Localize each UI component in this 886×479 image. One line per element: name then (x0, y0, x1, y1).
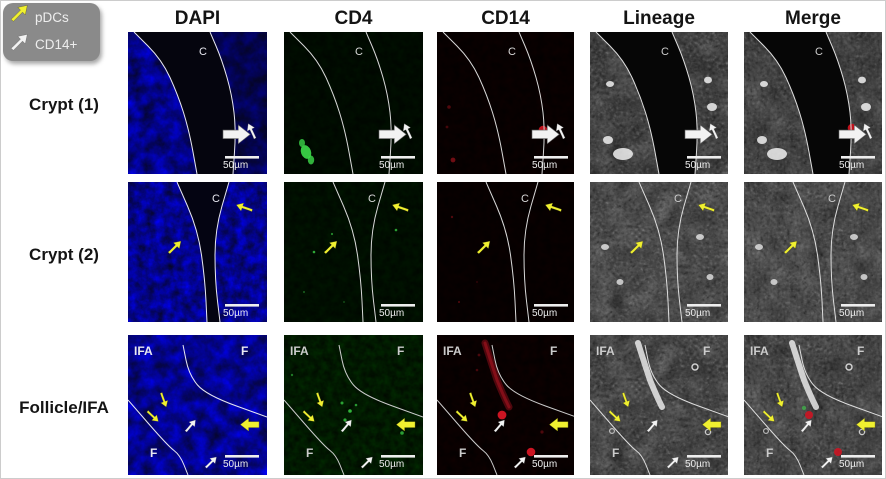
svg-text:F: F (150, 446, 157, 460)
svg-text:C: C (674, 193, 682, 205)
svg-text:50µm: 50µm (223, 459, 248, 470)
svg-text:F: F (397, 344, 404, 358)
svg-text:IFA: IFA (290, 344, 309, 358)
svg-text:IFA: IFA (750, 344, 769, 358)
svg-text:C: C (521, 193, 529, 205)
svg-text:F: F (550, 344, 557, 358)
svg-text:C: C (828, 193, 836, 205)
svg-text:F: F (857, 344, 864, 358)
svg-text:50µm: 50µm (532, 160, 557, 171)
svg-text:F: F (766, 446, 773, 460)
svg-text:50µm: 50µm (685, 160, 710, 171)
svg-text:50µm: 50µm (532, 308, 557, 319)
svg-text:50µm: 50µm (685, 459, 710, 470)
svg-text:50µm: 50µm (379, 308, 404, 319)
svg-text:C: C (355, 46, 363, 58)
svg-text:50µm: 50µm (532, 459, 557, 470)
svg-text:50µm: 50µm (379, 160, 404, 171)
svg-text:F: F (703, 344, 710, 358)
svg-text:C: C (212, 193, 220, 205)
svg-text:50µm: 50µm (839, 160, 864, 171)
svg-text:F: F (612, 446, 619, 460)
svg-text:50µm: 50µm (839, 459, 864, 470)
svg-text:F: F (241, 344, 248, 358)
svg-text:C: C (815, 46, 823, 58)
svg-text:IFA: IFA (134, 344, 153, 358)
svg-text:F: F (306, 446, 313, 460)
svg-text:IFA: IFA (443, 344, 462, 358)
svg-text:C: C (661, 46, 669, 58)
svg-text:50µm: 50µm (379, 459, 404, 470)
svg-text:C: C (368, 193, 376, 205)
svg-text:50µm: 50µm (685, 308, 710, 319)
svg-text:C: C (508, 46, 516, 58)
svg-text:IFA: IFA (596, 344, 615, 358)
svg-text:50µm: 50µm (839, 308, 864, 319)
svg-text:F: F (459, 446, 466, 460)
svg-text:50µm: 50µm (223, 160, 248, 171)
svg-text:50µm: 50µm (223, 308, 248, 319)
svg-text:C: C (199, 46, 207, 58)
